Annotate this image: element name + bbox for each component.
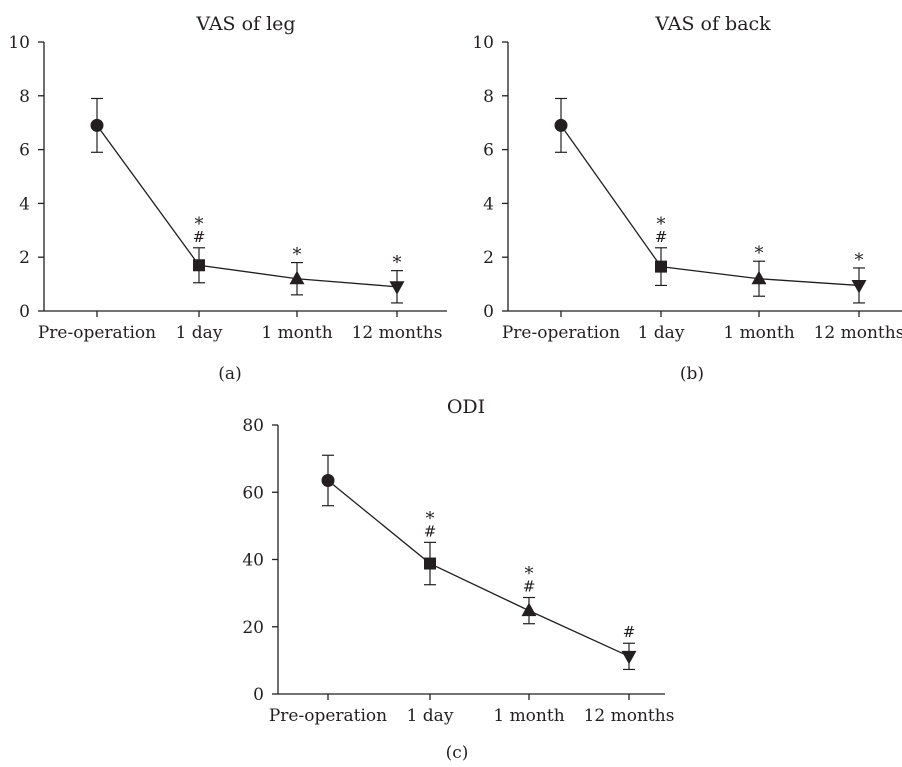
data-point (424, 557, 436, 570)
significance-hash: # (523, 577, 536, 595)
y-tick-label: 60 (242, 483, 264, 503)
data-point (655, 260, 667, 273)
y-tick-label: 6 (19, 141, 30, 161)
y-tick-label: 40 (242, 551, 264, 571)
y-tick-label: 10 (8, 33, 30, 53)
significance-star: * (393, 253, 402, 274)
series-line (96, 125, 398, 288)
y-tick-label: 2 (483, 248, 494, 268)
x-tick-label: 1 day (407, 706, 454, 726)
data-point (193, 259, 205, 272)
data-point (621, 650, 637, 665)
y-tick-label: 10 (472, 33, 494, 53)
x-tick-label: 1 month (493, 706, 564, 726)
data-point (321, 473, 335, 487)
panel-a: VAS of leg (a) 0 2 4 6 8 10 Pre-operation 1 day… (8, 13, 447, 384)
x-tick-label: 1 day (638, 323, 685, 343)
significance-star: * (855, 250, 864, 271)
x-tick-label: 1 month (261, 323, 332, 343)
significance-star: * (657, 214, 666, 235)
y-tick-label: 20 (242, 618, 264, 638)
significance-star: * (293, 245, 302, 266)
significance-hash: # (424, 522, 437, 540)
panel-b-title: VAS of back (654, 13, 771, 35)
y-tick-label: 0 (19, 302, 30, 322)
x-tick-label: Pre-operation (502, 323, 620, 343)
significance-hash: # (193, 228, 206, 246)
x-tick-label: 12 months (352, 323, 443, 343)
data-point (851, 279, 867, 294)
x-tick-label: Pre-operation (38, 323, 156, 343)
data-point (289, 270, 305, 285)
panel-a-title: VAS of leg (195, 13, 295, 35)
significance-star: * (755, 243, 764, 264)
x-tick-label: 12 months (584, 706, 675, 726)
significance-star: * (525, 563, 534, 584)
y-tick-label: 4 (483, 194, 494, 214)
y-tick-label: 4 (19, 194, 30, 214)
data-point (521, 602, 537, 617)
y-tick-label: 0 (253, 685, 264, 705)
panel-b: VAS of back (b) 0 2 4 6 8 10 Pre-operation 1 da… (472, 13, 902, 384)
y-tick-label: 8 (19, 87, 30, 107)
data-point (751, 270, 767, 285)
series-line (560, 125, 860, 287)
significance-hash: # (655, 228, 668, 246)
y-tick-label: 0 (483, 302, 494, 322)
panel-b-caption: (b) (680, 364, 704, 384)
panel-a-caption: (a) (218, 364, 241, 384)
data-point (90, 118, 104, 132)
significance-hash: # (623, 623, 636, 641)
x-tick-label: Pre-operation (269, 706, 387, 726)
x-tick-label: 12 months (814, 323, 902, 343)
y-tick-label: 6 (483, 141, 494, 161)
series-line (327, 479, 630, 657)
significance-star: * (426, 508, 435, 529)
y-tick-label: 2 (19, 248, 30, 268)
data-point (554, 118, 568, 132)
y-tick-label: 80 (242, 416, 264, 436)
panel-c-title: ODI (447, 396, 485, 418)
y-tick-label: 8 (483, 87, 494, 107)
data-point (389, 281, 405, 295)
panel-c: ODI (c) 0 20 40 60 80 Pre-operation 1 day 1 mon… (242, 396, 674, 763)
x-tick-label: 1 day (176, 323, 223, 343)
x-tick-label: 1 month (723, 323, 794, 343)
panel-c-caption: (c) (446, 743, 469, 763)
significance-star: * (195, 214, 204, 235)
